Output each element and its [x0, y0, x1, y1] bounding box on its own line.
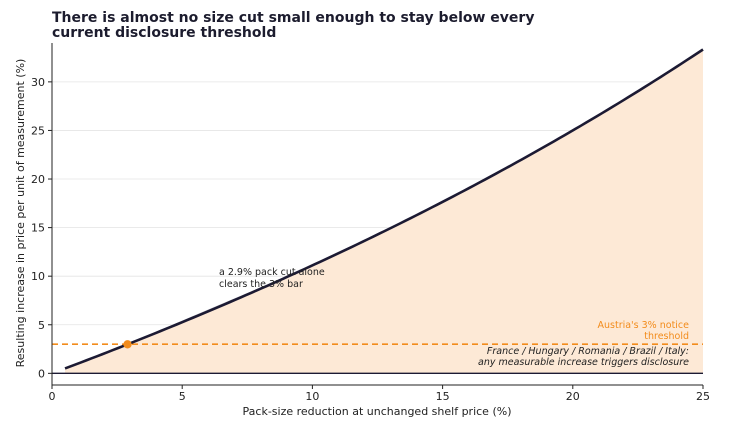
marker-label-line-1: a 2.9% pack cut alone	[219, 267, 325, 278]
marker-label-line-2: clears the 3% bar	[219, 279, 303, 290]
chart-title-line-1: There is almost no size cut small enough…	[52, 10, 534, 26]
threshold-label-line-2: threshold	[644, 331, 689, 342]
axis-ticks: 0 5 10 15 20 25 0 5 10 15 20 25 30	[31, 76, 710, 403]
y-tick-label-5: 5	[38, 319, 45, 332]
y-tick-label-10: 10	[31, 270, 45, 283]
y-tick-label-20: 20	[31, 173, 45, 186]
x-tick-label-15: 15	[436, 390, 450, 403]
x-tick-label-0: 0	[49, 390, 56, 403]
y-tick-label-25: 25	[31, 124, 45, 137]
y-tick-label-0: 0	[38, 367, 45, 380]
threshold-label-line-1: Austria's 3% notice	[598, 320, 690, 331]
zero-line-label-line-2: any measurable increase triggers disclos…	[478, 357, 689, 368]
curve-line	[64, 48, 704, 370]
x-tick-label-20: 20	[566, 390, 580, 403]
x-tick-label-5: 5	[179, 390, 186, 403]
y-tick-label-30: 30	[31, 76, 45, 89]
y-tick-label-15: 15	[31, 222, 45, 235]
y-axis-label: Resulting increase in price per unit of …	[14, 59, 27, 368]
x-axis-label: Pack-size reduction at unchanged shelf p…	[243, 405, 512, 418]
zero-line-label-line-1: France / Hungary / Romania / Brazil / It…	[487, 346, 689, 357]
x-tick-label-25: 25	[696, 390, 710, 403]
area-fill	[65, 49, 703, 374]
x-tick-label-10: 10	[305, 390, 319, 403]
marker-point	[123, 340, 132, 349]
chart-title-line-2: current disclosure threshold	[52, 25, 276, 41]
